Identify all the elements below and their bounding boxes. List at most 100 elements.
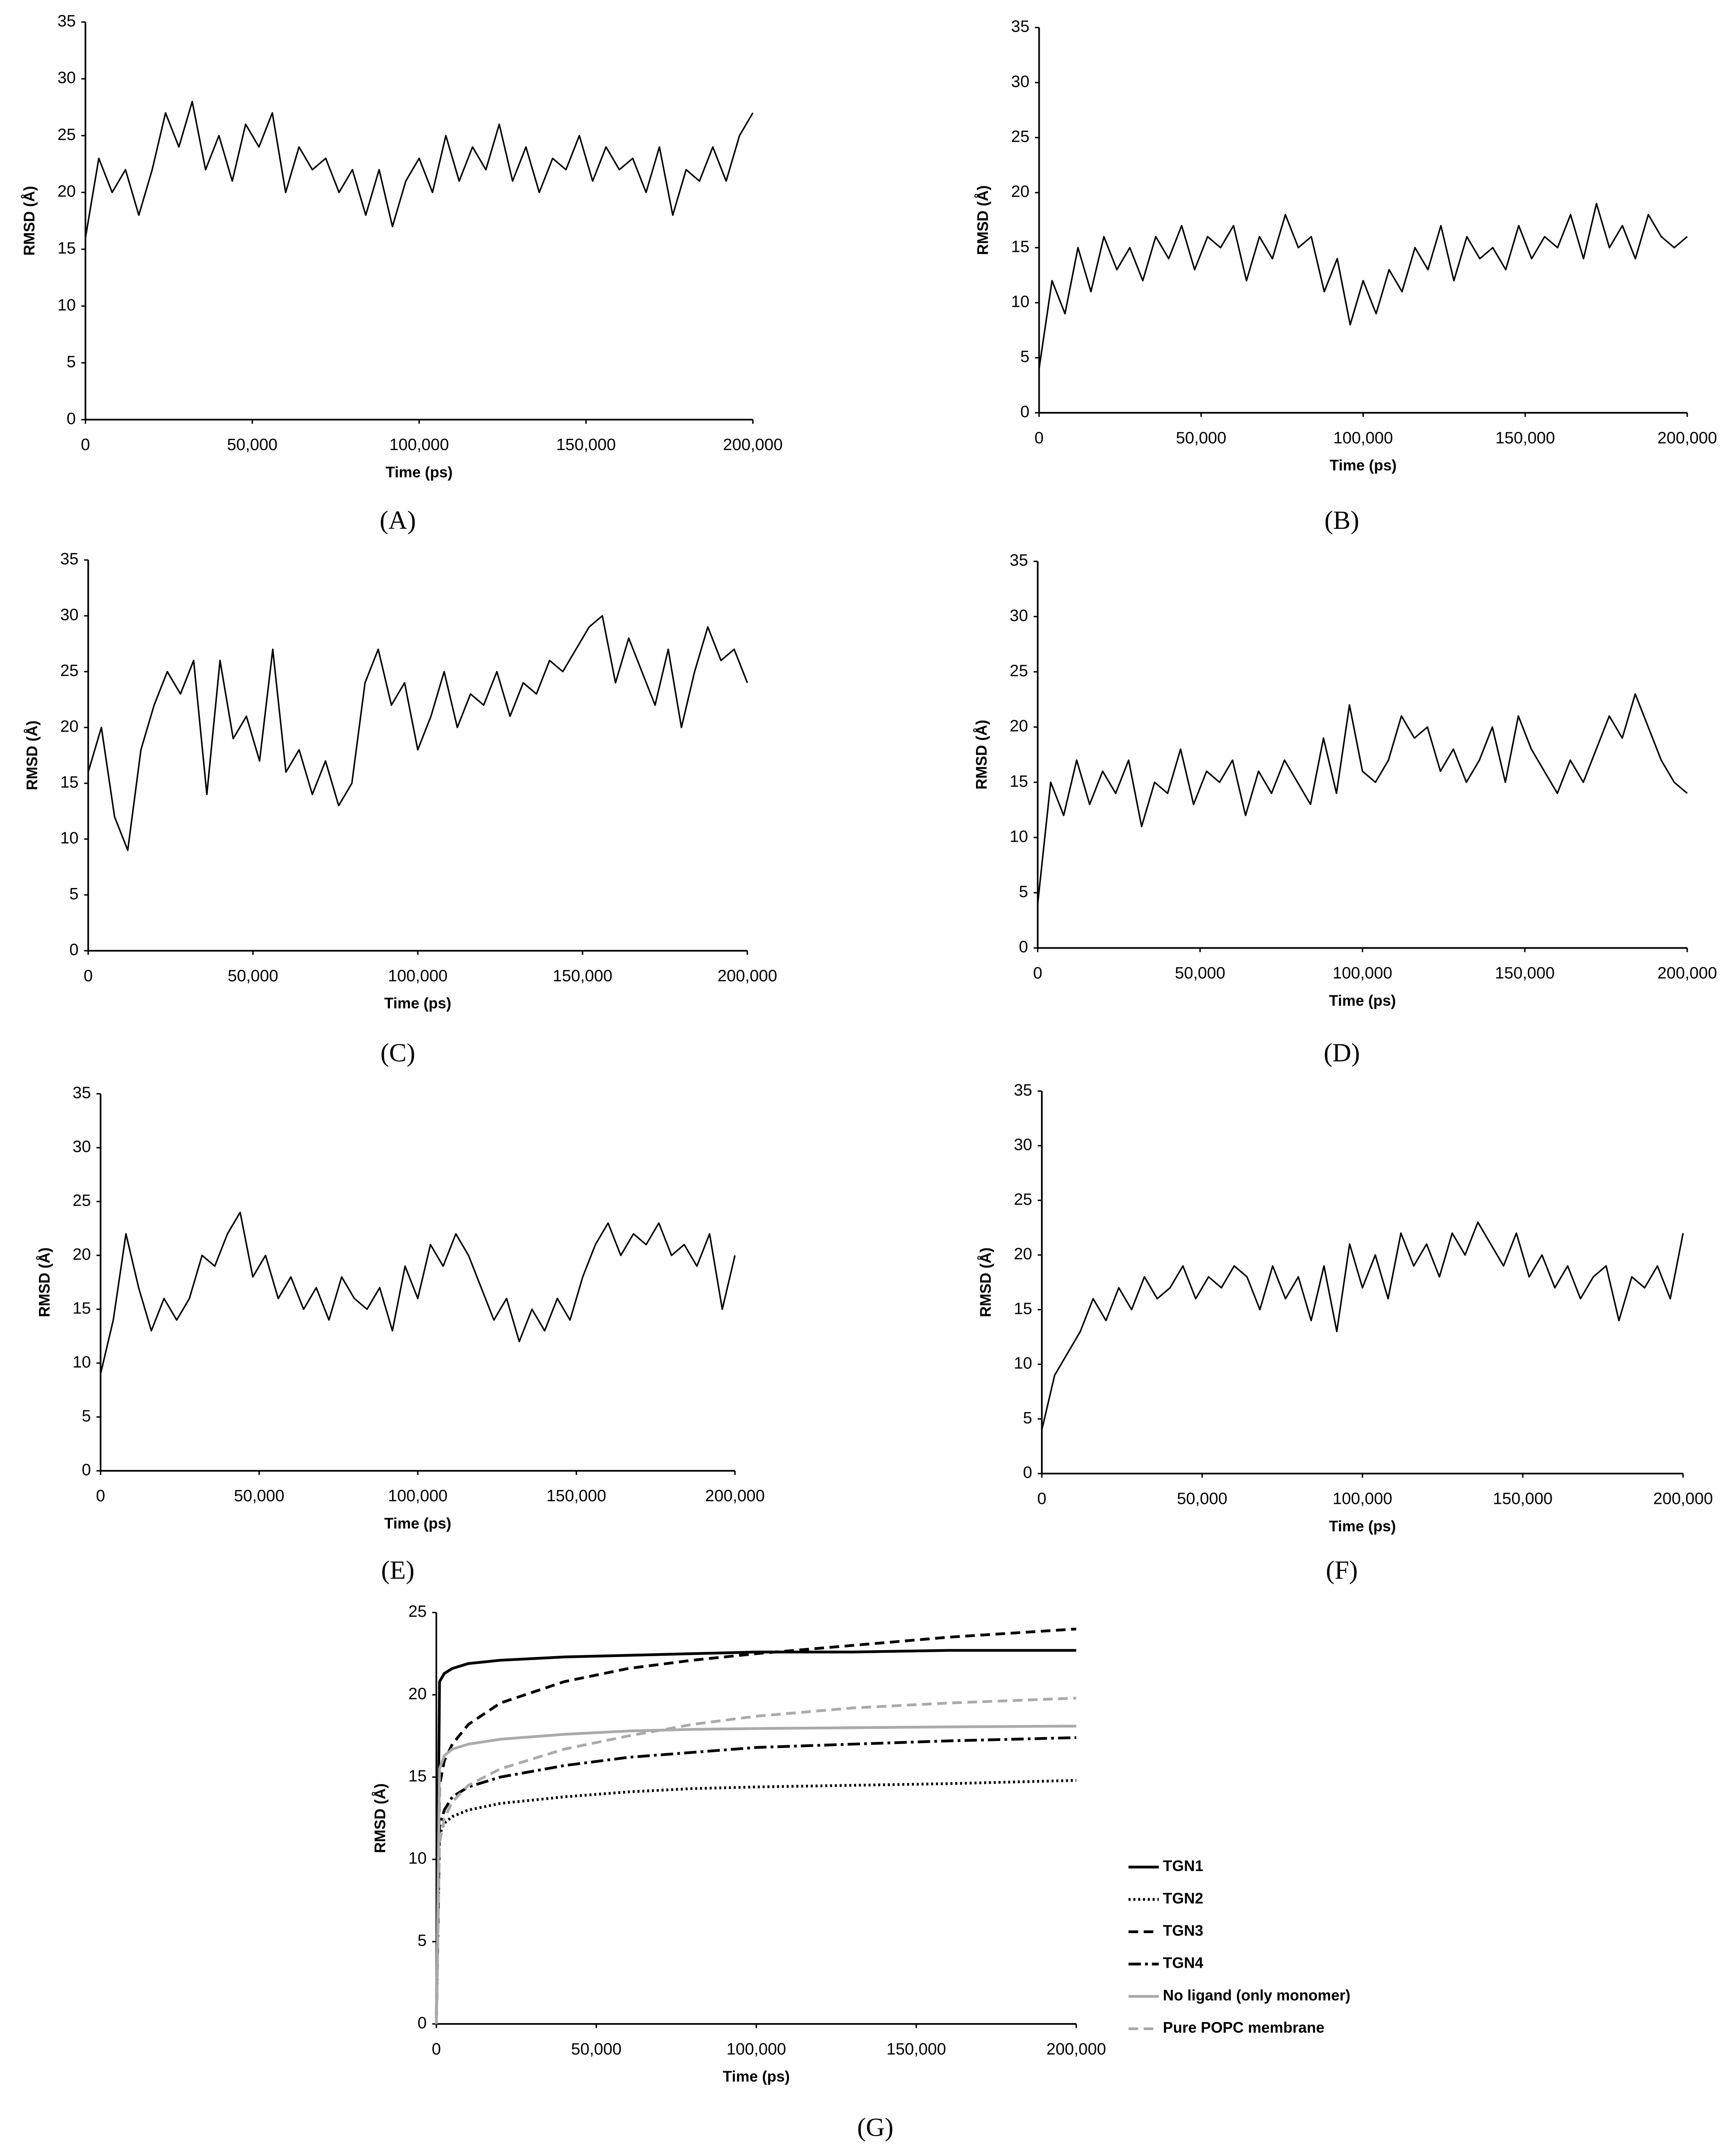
x-tick-label: 0 <box>432 2040 441 2058</box>
x-axis-title: Time (ps) <box>384 995 451 1012</box>
y-axis-title: RMSD (Å) <box>371 1783 389 1853</box>
data-line <box>87 615 748 851</box>
y-tick-label: 10 <box>73 1353 91 1371</box>
y-tick-label: 30 <box>1014 1136 1032 1154</box>
y-tick-label: 30 <box>1010 606 1028 625</box>
x-tick-label: 50,000 <box>234 1487 284 1505</box>
x-tick-label: 150,000 <box>1495 428 1555 447</box>
y-tick-label: 20 <box>408 1684 426 1703</box>
x-tick-label: 100,000 <box>1333 964 1392 982</box>
x-tick-label: 100,000 <box>388 966 448 985</box>
y-tick-label: 10 <box>408 1849 426 1868</box>
data-line <box>84 100 754 238</box>
data-line <box>435 1696 1076 2024</box>
y-tick-label: 35 <box>1014 1081 1032 1099</box>
x-axis-title: Time (ps) <box>1329 1518 1396 1535</box>
y-axis-title: RMSD (Å) <box>977 1248 994 1317</box>
y-tick-label: 10 <box>1014 1354 1032 1373</box>
x-tick-label: 200,000 <box>718 966 777 985</box>
y-tick-label: 25 <box>408 1602 426 1621</box>
legend-label: TGN4 <box>1163 1955 1204 1972</box>
y-axis-title: RMSD (Å) <box>20 186 38 256</box>
y-axis-title: RMSD (Å) <box>23 721 41 790</box>
x-tick-label: 200,000 <box>1653 1490 1713 1508</box>
data-line <box>1038 203 1688 369</box>
y-tick-label: 0 <box>67 409 76 428</box>
y-tick-label: 20 <box>73 1245 91 1264</box>
x-tick-label: 100,000 <box>388 1487 448 1505</box>
y-tick-label: 10 <box>60 829 78 847</box>
x-tick-label: 50,000 <box>1177 1490 1227 1508</box>
y-tick-label: 0 <box>69 940 78 959</box>
y-tick-label: 0 <box>82 1461 91 1479</box>
y-tick-label: 0 <box>1023 1463 1032 1482</box>
y-tick-label: 20 <box>1011 182 1029 201</box>
y-tick-label: 5 <box>82 1406 91 1425</box>
panel-label: (F) <box>1326 1556 1358 1585</box>
y-tick-label: 20 <box>60 717 78 736</box>
x-tick-label: 200,000 <box>1047 2040 1106 2058</box>
x-tick-label: 200,000 <box>1657 428 1717 447</box>
y-tick-label: 5 <box>1023 1409 1032 1427</box>
legend-label: Pure POPC membrane <box>1163 2019 1324 2036</box>
panel-label: (A) <box>380 506 416 535</box>
y-tick-label: 0 <box>1020 402 1029 421</box>
x-tick-label: 150,000 <box>1493 1490 1553 1508</box>
x-axis-title: Time (ps) <box>1330 457 1397 474</box>
x-tick-label: 0 <box>96 1487 105 1505</box>
data-line <box>435 1725 1076 2024</box>
y-tick-label: 15 <box>73 1299 91 1317</box>
x-tick-label: 0 <box>84 966 93 985</box>
y-tick-label: 0 <box>418 2014 427 2032</box>
y-tick-label: 35 <box>1011 17 1029 36</box>
y-tick-label: 25 <box>1011 127 1029 146</box>
x-tick-label: 0 <box>81 435 90 454</box>
y-tick-label: 15 <box>58 239 76 257</box>
data-line <box>435 1779 1076 2024</box>
x-tick-label: 100,000 <box>1333 428 1393 447</box>
y-tick-label: 30 <box>60 605 78 624</box>
data-line <box>1041 1221 1684 1430</box>
y-tick-label: 15 <box>60 773 78 792</box>
y-tick-label: 25 <box>1014 1190 1032 1209</box>
y-tick-label: 20 <box>58 182 76 201</box>
data-line <box>435 1649 1076 2024</box>
y-tick-label: 30 <box>58 68 76 87</box>
panel-label: (C) <box>380 1038 416 1067</box>
y-tick-label: 10 <box>1011 293 1029 311</box>
x-tick-label: 0 <box>1037 1490 1046 1508</box>
legend-label: No ligand (only monomer) <box>1163 1987 1350 2004</box>
legend-label: TGN3 <box>1163 1922 1203 1939</box>
data-line <box>1037 693 1688 904</box>
x-tick-label: 100,000 <box>1333 1490 1392 1508</box>
x-tick-label: 0 <box>1033 964 1042 982</box>
x-tick-label: 50,000 <box>228 966 278 985</box>
y-tick-label: 25 <box>60 661 78 680</box>
data-line <box>100 1211 736 1374</box>
panel-label: (G) <box>857 2113 893 2142</box>
y-tick-label: 25 <box>73 1191 91 1210</box>
x-axis-title: Time (ps) <box>386 464 453 481</box>
x-tick-label: 150,000 <box>886 2040 946 2058</box>
y-axis-title: RMSD (Å) <box>974 185 992 255</box>
x-tick-label: 150,000 <box>1495 964 1555 982</box>
y-tick-label: 5 <box>1019 882 1028 901</box>
x-tick-label: 0 <box>1034 428 1044 447</box>
y-tick-label: 35 <box>58 12 76 30</box>
y-tick-label: 5 <box>1020 348 1029 366</box>
x-tick-label: 200,000 <box>723 435 783 454</box>
x-tick-label: 100,000 <box>389 435 449 454</box>
y-tick-label: 0 <box>1019 938 1028 956</box>
x-axis-title: Time (ps) <box>384 1515 451 1532</box>
y-tick-label: 35 <box>73 1084 91 1102</box>
y-tick-label: 15 <box>1014 1299 1032 1318</box>
y-axis-title: RMSD (Å) <box>973 720 990 789</box>
x-tick-label: 150,000 <box>553 966 612 985</box>
y-tick-label: 5 <box>418 1931 427 1950</box>
y-tick-label: 25 <box>1010 661 1028 680</box>
x-tick-label: 50,000 <box>1175 964 1225 982</box>
panel-label: (E) <box>381 1556 415 1585</box>
y-tick-label: 30 <box>73 1137 91 1156</box>
y-axis-title: RMSD (Å) <box>35 1248 53 1317</box>
